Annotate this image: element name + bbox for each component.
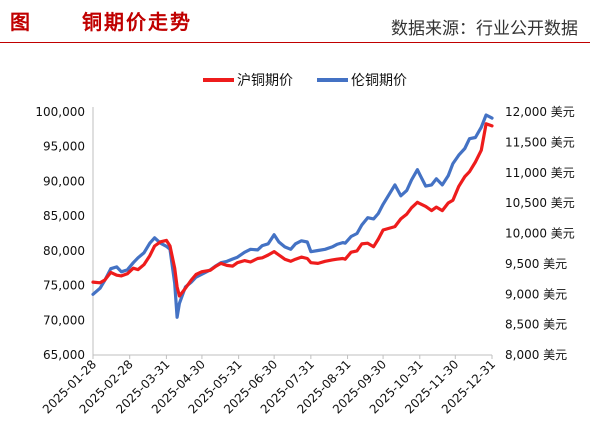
- series-line-lme: [91, 113, 494, 319]
- y-tick-label-right: 8,500 美元: [505, 318, 567, 332]
- y-tick-label-left: 100,000: [35, 105, 85, 119]
- y-tick-label-right: 8,000 美元: [505, 348, 567, 362]
- y-tick-label-left: 80,000: [43, 244, 85, 258]
- series-lines: [91, 113, 494, 319]
- data-source: 数据来源：行业公开数据: [391, 19, 578, 39]
- y-tick-label-left: 70,000: [43, 313, 85, 327]
- y-tick-label-left: 95,000: [43, 140, 85, 154]
- y-tick-label-left: 65,000: [43, 348, 85, 362]
- y-tick-label-right: 10,000 美元: [505, 227, 575, 241]
- y-tick-label-left: 85,000: [43, 209, 85, 223]
- legend-label-shfe: 沪铜期价: [237, 73, 293, 89]
- y-tick-label-right: 11,500 美元: [505, 135, 575, 149]
- series-line-shfe: [91, 122, 494, 298]
- y-tick-label-left: 90,000: [43, 174, 85, 188]
- y-tick-label-left: 75,000: [43, 279, 85, 293]
- figure-label: 图: [10, 10, 31, 34]
- y-tick-label-right: 11,000 美元: [505, 166, 575, 180]
- figure-header: 图 铜期价走势 数据来源：行业公开数据: [0, 0, 590, 43]
- y-tick-label-right: 9,000 美元: [505, 287, 567, 301]
- legend: 沪铜期价 伦铜期价: [203, 73, 407, 89]
- legend-label-lme: 伦铜期价: [351, 73, 407, 89]
- axes: 65,000 70,000 75,000 80,000 85,000 90,000 95,0…: [35, 105, 574, 416]
- figure-title: 铜期价走势: [82, 10, 192, 34]
- y-tick-label-right: 12,000 美元: [505, 105, 575, 119]
- y-tick-label-right: 9,500 美元: [505, 257, 567, 271]
- y-tick-label-right: 10,500 美元: [505, 196, 575, 210]
